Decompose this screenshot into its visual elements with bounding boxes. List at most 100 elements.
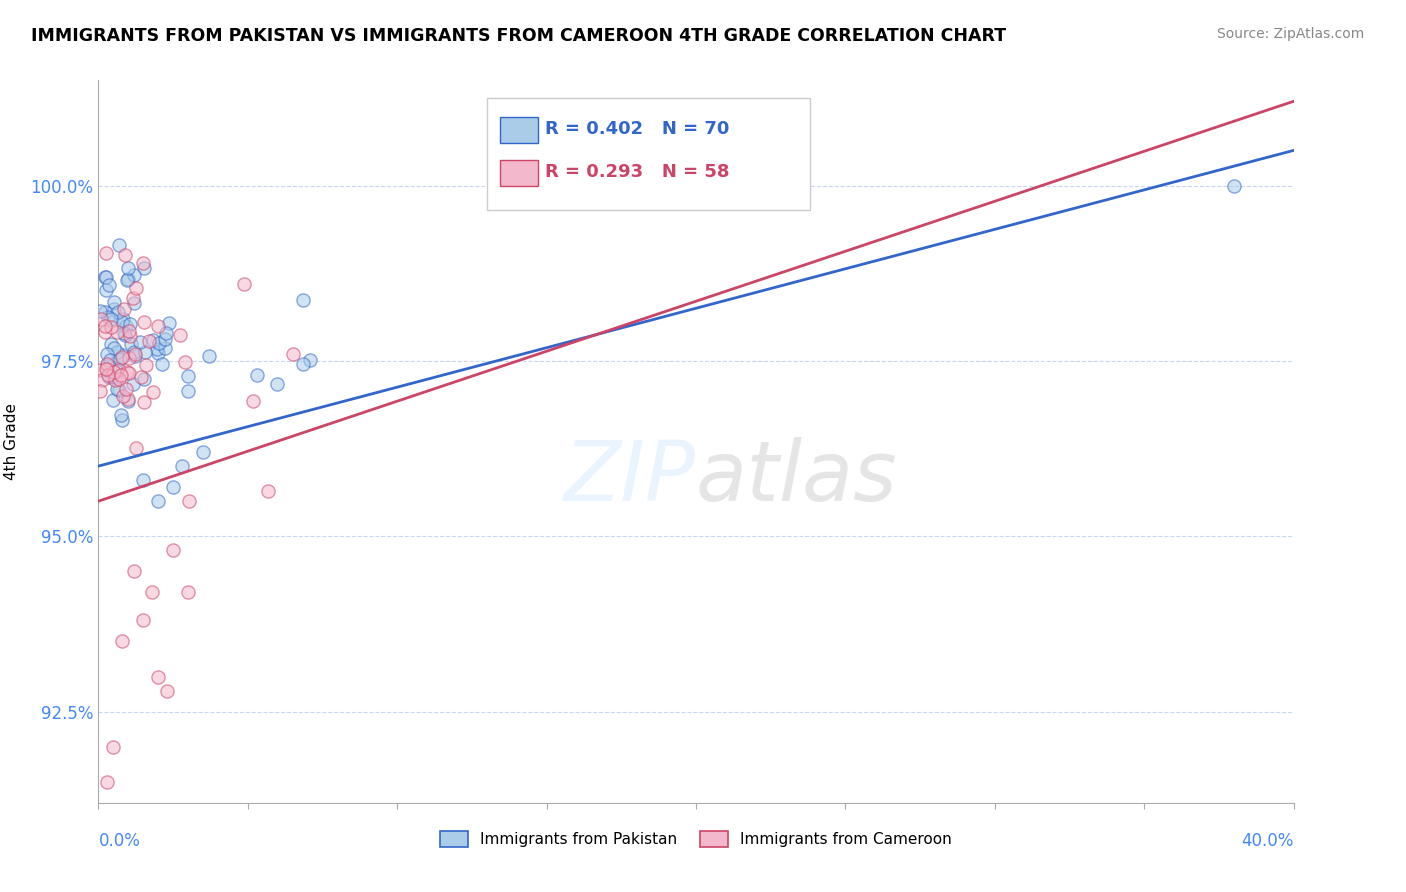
Point (146, 346, 169, 360)
Point (94, 283, 117, 297)
Point (153, 332, 176, 346)
Point (117, 273, 139, 287)
Point (97, 368, 120, 383)
Point (96, 774, 118, 789)
Point (110, 350, 132, 364)
Point (257, 484, 280, 499)
Point (93, 319, 115, 334)
Point (111, 311, 134, 326)
Point (162, 543, 184, 558)
Point (281, 347, 304, 361)
Point (197, 349, 219, 363)
Point (98, 278, 121, 293)
Point (96, 246, 118, 260)
Point (101, 369, 124, 384)
Point (120, 317, 142, 331)
Text: ZIP: ZIP (564, 437, 696, 518)
Point (96, 357, 118, 371)
Point (117, 392, 139, 407)
Point (90, 372, 112, 386)
Point (89, 363, 111, 377)
Text: IMMIGRANTS FROM PAKISTAN VS IMMIGRANTS FROM CAMEROON 4TH GRADE CORRELATION CHART: IMMIGRANTS FROM PAKISTAN VS IMMIGRANTS F… (31, 27, 1007, 45)
Point (156, 683, 179, 698)
Point (242, 393, 264, 408)
Point (120, 329, 142, 343)
Point (246, 368, 269, 382)
Point (142, 384, 165, 399)
Point (141, 585, 163, 599)
Point (134, 345, 156, 359)
Point (135, 358, 157, 372)
Point (132, 473, 155, 487)
Point (94, 269, 117, 284)
Point (132, 614, 155, 628)
Point (124, 564, 146, 578)
Point (172, 459, 194, 474)
Point (142, 334, 165, 348)
Point (129, 335, 152, 350)
Point (150, 357, 173, 371)
Point (103, 295, 125, 310)
Point (108, 372, 131, 386)
Point (96, 347, 118, 361)
Point (107, 383, 129, 397)
Point (121, 291, 143, 305)
Point (117, 272, 139, 286)
FancyBboxPatch shape (486, 98, 810, 211)
Point (177, 585, 200, 599)
Point (89, 384, 111, 398)
Point (107, 237, 129, 252)
Point (291, 293, 314, 307)
Point (104, 361, 127, 376)
Point (90, 312, 112, 326)
Point (148, 336, 170, 351)
Point (122, 296, 145, 310)
Point (96, 362, 118, 376)
Point (94, 325, 117, 339)
Point (191, 445, 214, 459)
Point (98, 352, 121, 367)
Point (100, 312, 122, 326)
Point (114, 328, 136, 343)
Point (111, 634, 134, 648)
Point (177, 368, 200, 383)
Point (100, 320, 122, 334)
Point (1223, 178, 1246, 193)
Point (155, 326, 177, 341)
Point (101, 393, 124, 408)
Point (94, 362, 117, 376)
Point (148, 669, 170, 683)
Point (110, 408, 132, 422)
Point (112, 301, 135, 316)
Point (148, 494, 170, 508)
Point (132, 256, 155, 270)
Point (117, 393, 139, 408)
Point (125, 442, 148, 456)
Point (111, 315, 134, 329)
Point (94, 305, 117, 319)
Point (117, 324, 139, 338)
Point (120, 336, 142, 351)
Point (115, 382, 138, 396)
Point (122, 344, 145, 359)
Point (266, 376, 288, 391)
Point (298, 353, 321, 368)
Point (232, 277, 254, 291)
Point (107, 304, 129, 318)
FancyBboxPatch shape (501, 117, 538, 143)
Point (146, 319, 169, 334)
Point (111, 348, 134, 362)
Point (96, 269, 118, 284)
Point (89, 304, 111, 318)
Point (110, 368, 132, 382)
Point (122, 268, 145, 283)
Point (96, 358, 118, 372)
Point (129, 370, 152, 384)
Point (162, 480, 184, 494)
Point (103, 739, 125, 754)
Point (122, 377, 145, 392)
Legend: Immigrants from Pakistan, Immigrants from Cameroon: Immigrants from Pakistan, Immigrants fro… (434, 825, 957, 853)
Point (174, 355, 197, 369)
Point (292, 357, 315, 371)
Point (105, 345, 128, 359)
